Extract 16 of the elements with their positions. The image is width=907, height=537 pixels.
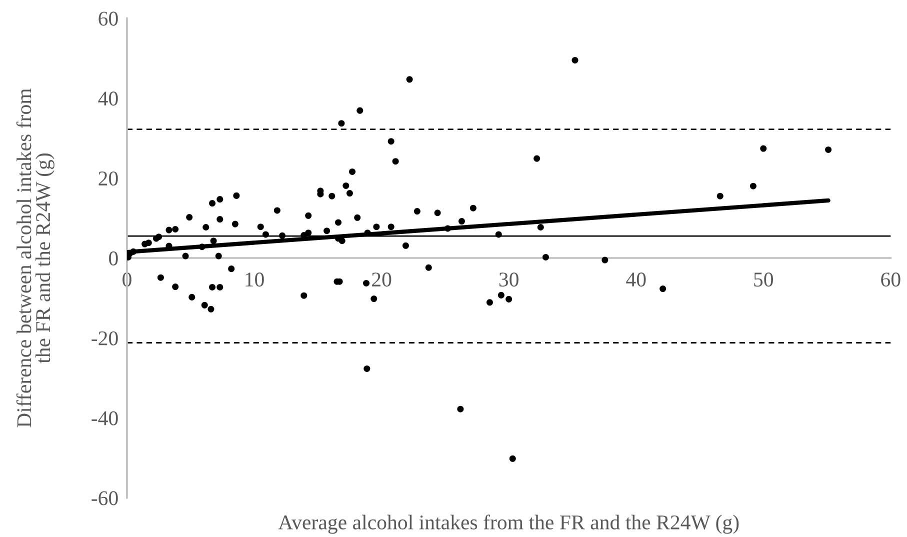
y-tick-label: 40 (98, 92, 118, 106)
x-axis-title: Average alcohol intakes from the FR and the R24W (g) (278, 514, 739, 534)
y-tick-label: 0 (109, 251, 118, 266)
y-tick-label: -60 (92, 491, 118, 506)
x-tick-label: 20 (372, 272, 392, 287)
y-tick-label: 60 (98, 12, 118, 26)
y-axis-title: Difference between alcohol intakes from the FR and the R24W (g) (16, 88, 54, 428)
x-tick-label: 50 (754, 272, 774, 287)
y-tick-label: -20 (92, 331, 118, 346)
x-tick-label: 0 (122, 272, 132, 287)
x-tick-label: 10 (246, 272, 264, 287)
x-tick-label: 60 (881, 272, 900, 287)
x-tick-label: 30 (499, 272, 518, 287)
x-tick-label: 40 (626, 272, 646, 287)
y-tick-label: 20 (98, 171, 118, 186)
y-tick-label: -40 (92, 411, 118, 426)
